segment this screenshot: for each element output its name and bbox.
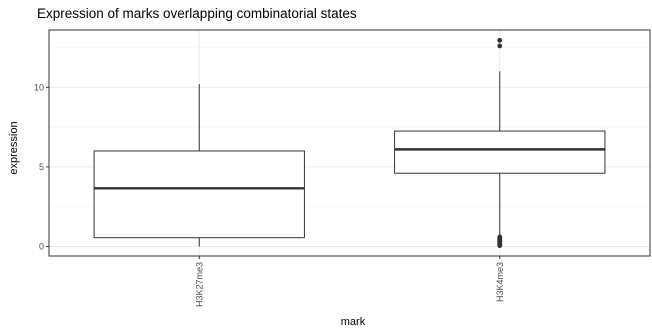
box-h3k27me3 xyxy=(93,84,305,247)
outlier-point xyxy=(497,37,503,43)
box-iqr xyxy=(93,150,305,239)
x-axis: H3K27me3 H3K4me3 xyxy=(194,256,505,307)
y-axis: 0 5 10 xyxy=(34,82,49,251)
box-series xyxy=(93,37,606,249)
chart-title: Expression of marks overlapping combinat… xyxy=(37,6,357,21)
box-iqr xyxy=(394,130,606,174)
y-tick-label: 0 xyxy=(39,241,44,251)
y-axis-title: expression xyxy=(8,121,20,174)
x-tick-label: H3K27me3 xyxy=(194,262,204,307)
x-tick-label: H3K4me3 xyxy=(495,262,505,302)
y-tick-label: 10 xyxy=(34,82,44,92)
y-tick-label: 5 xyxy=(39,162,44,172)
box-h3k4me3 xyxy=(394,37,606,249)
outlier-point xyxy=(497,43,503,49)
plot-panel xyxy=(48,29,651,257)
x-axis-title: mark xyxy=(341,316,366,328)
outlier-point xyxy=(497,234,503,240)
